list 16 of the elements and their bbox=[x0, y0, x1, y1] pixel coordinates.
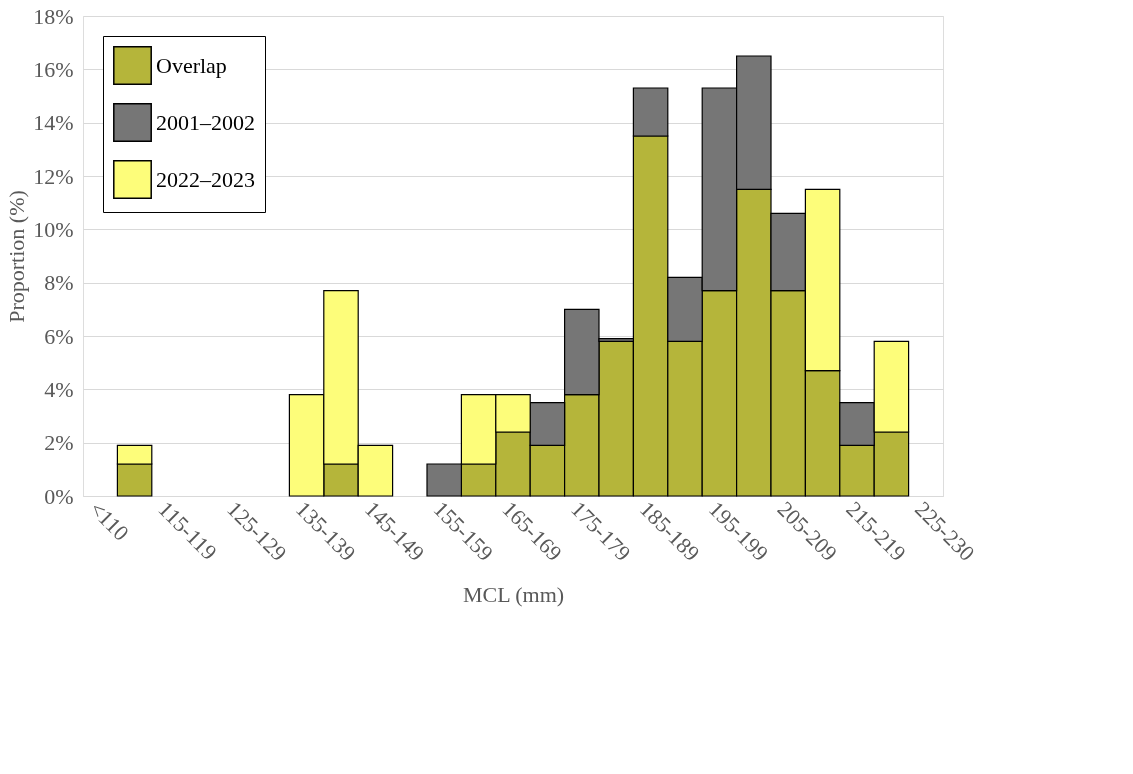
y-tick-label: 6% bbox=[44, 323, 74, 349]
x-axis-title: MCL (mm) bbox=[462, 582, 565, 608]
y-tick-label: 2% bbox=[44, 430, 74, 456]
legend-label: 2001–2002 bbox=[156, 109, 255, 135]
y-tick-label: 8% bbox=[44, 270, 74, 296]
y-tick-label: 14% bbox=[33, 110, 74, 136]
y-tick-label: 18% bbox=[33, 3, 74, 29]
legend-label: 2022–2023 bbox=[156, 166, 255, 192]
y-tick-label: 16% bbox=[33, 56, 74, 82]
x-tick-label: <110 bbox=[84, 496, 134, 546]
legend-label: Overlap bbox=[156, 52, 227, 78]
y-tick-label: 4% bbox=[44, 376, 74, 402]
y-tick-label: 0% bbox=[44, 483, 74, 509]
y-tick-label: 12% bbox=[33, 163, 74, 189]
y-tick-label: 10% bbox=[33, 216, 74, 242]
y-axis-title: Proportion (%) bbox=[4, 190, 30, 323]
